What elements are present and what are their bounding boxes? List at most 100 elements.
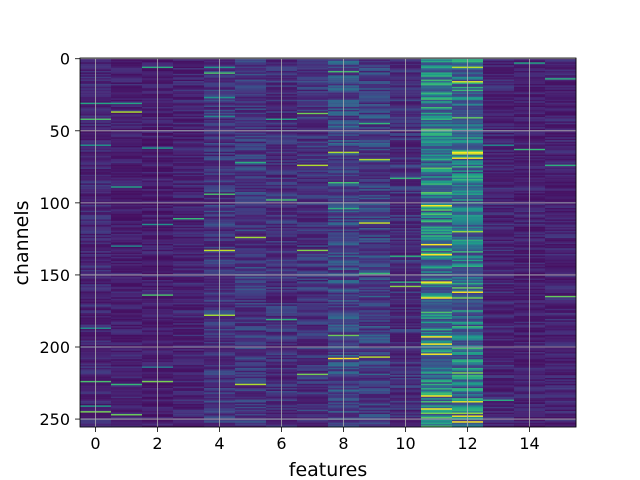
- heatmap-cell: [297, 326, 329, 328]
- heatmap-cell: [173, 310, 205, 312]
- heatmap-cell: [483, 316, 515, 318]
- heatmap-cell: [359, 363, 391, 366]
- heatmap-cell: [173, 88, 205, 91]
- heatmap-cell: [111, 108, 143, 111]
- heatmap-cell: [545, 180, 577, 183]
- heatmap-cell: [483, 95, 515, 98]
- heatmap-cell: [545, 379, 577, 382]
- heatmap-cell: [421, 63, 453, 66]
- heatmap-cell: [173, 313, 205, 315]
- heatmap-cell: [297, 160, 329, 163]
- heatmap-cell: [235, 337, 267, 340]
- heatmap-cell: [297, 164, 329, 167]
- heatmap-cell: [545, 170, 577, 173]
- heatmap-cell: [173, 326, 205, 328]
- heatmap-cell: [173, 354, 205, 357]
- heatmap-cell: [359, 104, 391, 106]
- heatmap-cell: [235, 128, 267, 131]
- heatmap-cell: [297, 101, 329, 103]
- heatmap-cell: [421, 403, 453, 406]
- heatmap-cell: [545, 317, 577, 320]
- heatmap-cell: [483, 70, 515, 73]
- heatmap-cell: [297, 380, 329, 383]
- heatmap-cell: [297, 291, 329, 294]
- heatmap-cell: [111, 362, 143, 364]
- heatmap-cell: [235, 300, 267, 302]
- heatmap-cell: [483, 150, 515, 152]
- heatmap-cell: [297, 92, 329, 95]
- heatmap-cell: [421, 353, 453, 356]
- heatmap-cell: [297, 331, 329, 334]
- heatmap-cell: [173, 295, 205, 298]
- heatmap-cell: [173, 392, 205, 395]
- heatmap-cell: [359, 180, 391, 183]
- heatmap-cell: [235, 287, 267, 289]
- heatmap-cell: [545, 301, 577, 304]
- heatmap-cell: [235, 138, 267, 141]
- heatmap-cell: [359, 96, 391, 99]
- heatmap-cell: [297, 281, 329, 284]
- heatmap-cell: [297, 66, 329, 69]
- heatmap-cell: [235, 278, 267, 281]
- heatmap-cell: [421, 183, 453, 186]
- heatmap-cell: [359, 375, 391, 377]
- heatmap-cell: [359, 317, 391, 320]
- heatmap-cell: [297, 121, 329, 124]
- heatmap-cell: [545, 92, 577, 95]
- heatmap-cell: [421, 176, 453, 178]
- heatmap-cell: [359, 197, 391, 200]
- heatmap-cell: [111, 88, 143, 91]
- heatmap-cell: [483, 119, 515, 122]
- heatmap-cell: [173, 151, 205, 154]
- heatmap-cell: [421, 167, 453, 170]
- heatmap-cell: [421, 313, 453, 315]
- heatmap-cell: [111, 111, 143, 114]
- heatmap-cell: [359, 160, 391, 163]
- heatmap-cell: [297, 107, 329, 109]
- heatmap-cell: [483, 161, 515, 164]
- heatmap-cell: [483, 382, 515, 385]
- heatmap-cell: [111, 82, 143, 85]
- heatmap-cell: [359, 148, 391, 151]
- heatmap-cell: [545, 161, 577, 164]
- heatmap-cell: [173, 246, 205, 249]
- heatmap-cell: [297, 145, 329, 148]
- heatmap-cell: [297, 297, 329, 300]
- heatmap-cell: [545, 254, 577, 256]
- heatmap-cell: [421, 228, 453, 230]
- heatmap-cell: [421, 402, 453, 405]
- heatmap-cell: [173, 305, 205, 308]
- heatmap-cell: [545, 145, 577, 148]
- heatmap-cell: [111, 294, 143, 297]
- heatmap-cell: [297, 170, 329, 173]
- heatmap-cell: [173, 321, 205, 324]
- heatmap-cell: [545, 399, 577, 402]
- heatmap-cell: [297, 115, 329, 118]
- heatmap-cell: [359, 344, 391, 347]
- heatmap-cell: [235, 125, 267, 128]
- heatmap-cell: [359, 321, 391, 324]
- heatmap-cell: [359, 229, 391, 232]
- heatmap-cell: [297, 262, 329, 265]
- heatmap-cell: [297, 166, 329, 168]
- heatmap-cell: [235, 298, 267, 301]
- heatmap-cell: [421, 409, 453, 412]
- heatmap-cell: [173, 419, 205, 422]
- heatmap-cell: [359, 354, 391, 357]
- heatmap-cell: [545, 223, 577, 226]
- heatmap-cell: [173, 422, 205, 425]
- heatmap-cell: [235, 360, 267, 363]
- heatmap-cell: [483, 160, 515, 163]
- heatmap-cell: [359, 425, 391, 428]
- heatmap-cell: [421, 199, 453, 201]
- heatmap-cell: [111, 323, 143, 325]
- heatmap-cell: [359, 131, 391, 134]
- heatmap-cell: [483, 359, 515, 361]
- heatmap-cell: [359, 72, 391, 75]
- heatmap-cell: [235, 279, 267, 282]
- heatmap-cell: [483, 353, 515, 356]
- heatmap-cell: [483, 128, 515, 131]
- heatmap-cell: [235, 382, 267, 385]
- heatmap-cell: [483, 222, 515, 225]
- heatmap-cell: [297, 383, 329, 386]
